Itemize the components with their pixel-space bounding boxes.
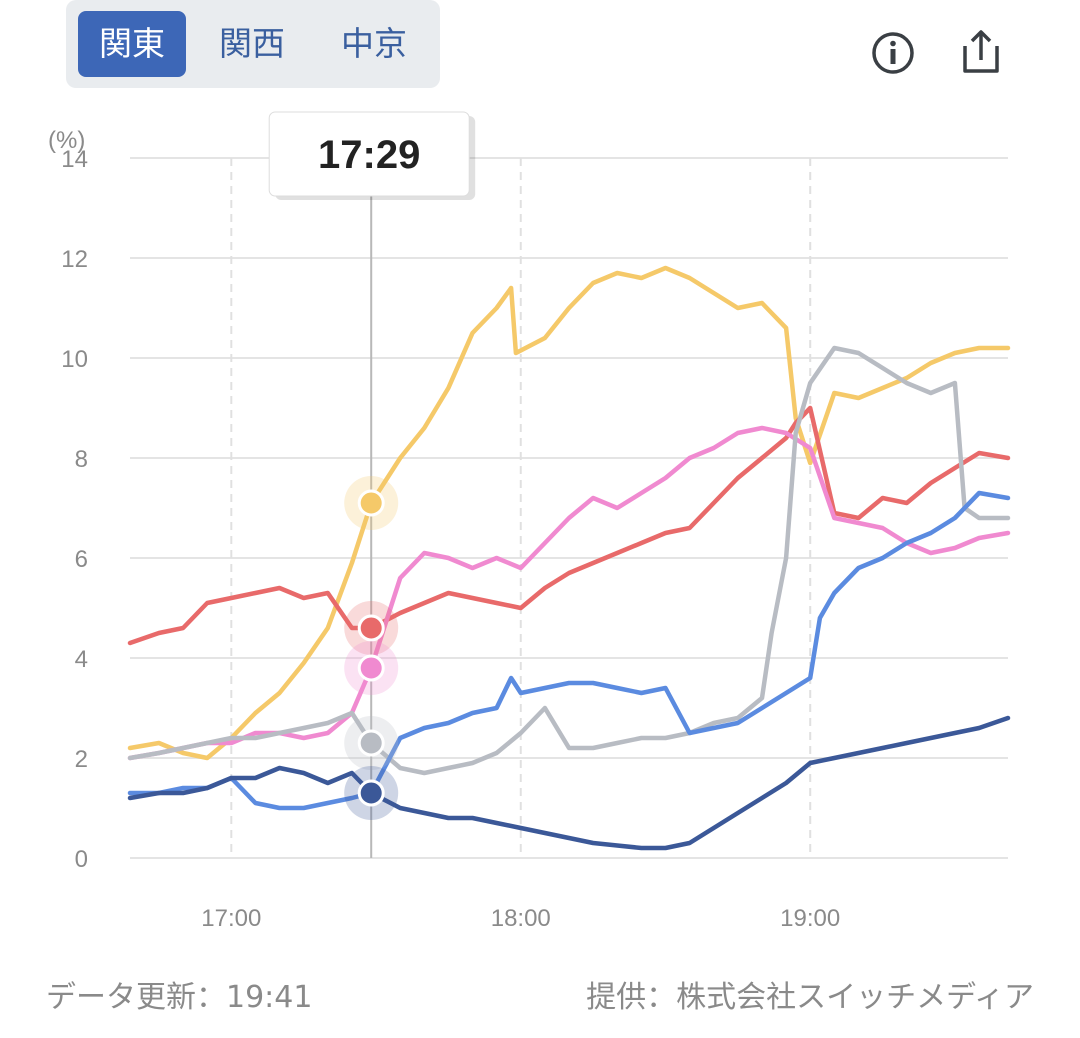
y-tick-label: 0 <box>75 846 88 873</box>
cursor-marker <box>357 779 385 807</box>
tooltip-box <box>268 111 470 197</box>
series-line <box>127 715 1011 851</box>
data-updated-label: データ更新：19:41 <box>46 980 313 1015</box>
rating-chart: 0 2 4 6 8 10 12 14(%) 17:00 18:00 19:00 17:29 <box>48 111 1011 932</box>
x-tick-label: 19:00 <box>780 905 840 932</box>
y-tick-label: 14 <box>61 146 88 173</box>
cursor-marker <box>357 614 385 642</box>
info-icon[interactable] <box>868 28 918 78</box>
series-line <box>127 345 1011 776</box>
y-tick-label: 8 <box>75 446 88 473</box>
y-axis-unit-label: (%) <box>48 127 85 154</box>
series-line <box>127 405 1011 646</box>
y-tick-label: 10 <box>61 346 88 373</box>
cursor-marker <box>357 489 385 517</box>
y-tick-label: 4 <box>75 646 88 673</box>
region-tab-bar: 関東 関西 中京 <box>66 0 440 88</box>
x-tick-label: 17:00 <box>201 905 261 932</box>
y-tick-label: 6 <box>75 546 88 573</box>
series-line <box>127 265 1011 761</box>
tab-chukyo[interactable]: 中京 <box>341 24 407 63</box>
series-line <box>127 490 1011 811</box>
y-tick-label: 2 <box>75 746 88 773</box>
y-tick-label: 12 <box>61 246 88 273</box>
cursor-marker <box>357 654 385 682</box>
provider-label: 提供：株式会社スイッチメディア <box>586 980 1034 1015</box>
x-tick-label: 18:00 <box>491 905 551 932</box>
tooltip-time-label: 17:29 <box>318 133 420 177</box>
tab-kanto[interactable]: 関東 <box>78 11 186 77</box>
cursor-marker <box>357 729 385 757</box>
tab-kansai[interactable]: 関西 <box>219 24 285 63</box>
share-icon[interactable] <box>956 28 1006 78</box>
